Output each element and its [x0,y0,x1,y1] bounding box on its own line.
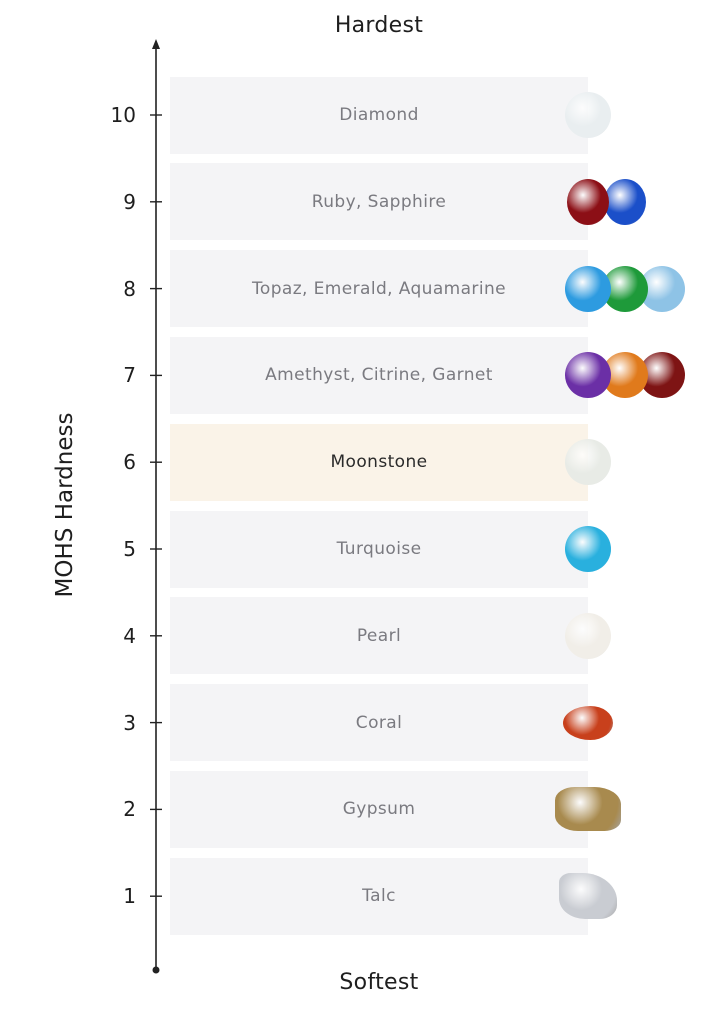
tick-label: 9 [123,189,136,214]
talc-icon [559,873,617,920]
coral-icon [563,705,613,740]
hardness-row-9: Ruby, Sapphire [170,163,588,241]
moonstone-icon [565,439,611,486]
turquoise-icon [565,526,611,572]
hardness-row-5: Turquoise [170,510,588,588]
hardest-label: Hardest [334,13,424,38]
hardness-row-3: Coral [170,684,588,762]
mineral-label: Coral [355,712,403,733]
hardness-row-7: Amethyst, Citrine, Garnet [170,336,588,414]
diamond-icon [565,92,611,138]
hardness-row-2: Gypsum [170,770,588,848]
topaz-icon [565,265,611,312]
pearl-icon [565,612,611,659]
tick-label: 2 [123,797,136,822]
tick-label: 5 [123,537,136,561]
tick-label: 8 [123,276,136,301]
mineral-label: Diamond [339,105,419,125]
tick-label: 3 [123,710,136,735]
hardness-row-10: Diamond [170,76,588,154]
ruby-icon [567,178,609,225]
mineral-label: Pearl [356,625,402,646]
sapphire-icon [604,178,646,225]
mineral-label: Topaz, Emerald, Aquamarine [252,278,506,299]
axis-arrow-icon [152,39,160,49]
mineral-label: Ruby, Sapphire [311,191,447,212]
mineral-label: Talc [362,886,396,907]
mineral-label: Turquoise [336,539,422,559]
mineral-label: Gypsum [342,799,416,820]
tick-label: 10 [110,103,136,127]
tick-label: 7 [123,363,136,388]
tick-label: 6 [123,450,136,475]
amethyst-icon [565,352,611,399]
mineral-label: Moonstone [330,452,428,473]
mineral-label: Amethyst, Citrine, Garnet [265,365,493,386]
hardness-row-4: Pearl [170,597,588,675]
gypsum-icon [555,787,621,832]
softest-label: Softest [339,970,419,995]
hardness-row-1: Talc [170,857,588,935]
hardness-row-6: Moonstone [170,423,588,501]
tick-label: 1 [123,884,136,909]
axis-end-dot [152,966,160,974]
hardness-row-8: Topaz, Emerald, Aquamarine [170,250,588,328]
tick-label: 4 [123,623,136,648]
